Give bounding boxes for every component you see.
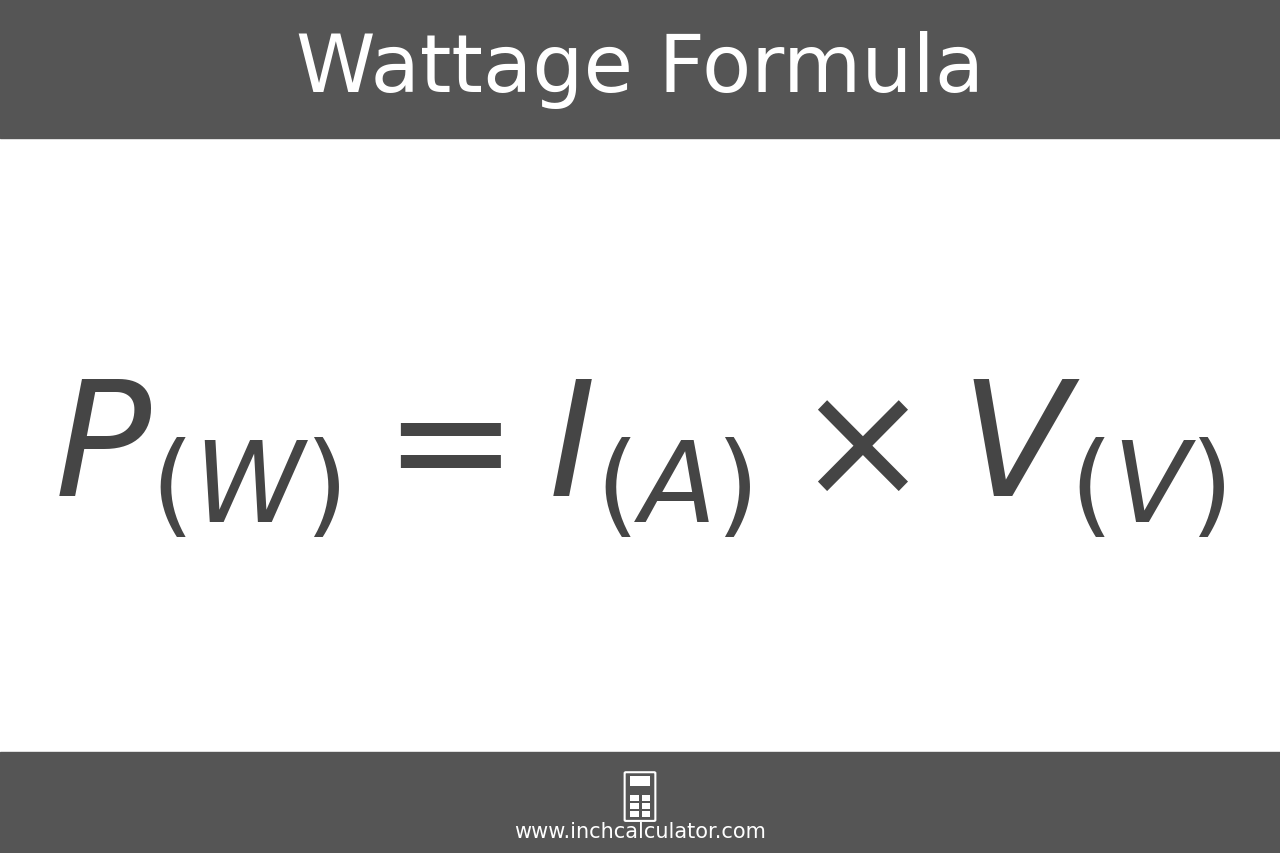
Bar bbox=[0, 139, 1280, 752]
Bar bbox=[0, 752, 1280, 853]
Bar bbox=[643, 803, 650, 809]
Text: www.inchcalculator.com: www.inchcalculator.com bbox=[515, 821, 765, 841]
Bar bbox=[630, 810, 639, 817]
FancyBboxPatch shape bbox=[625, 772, 655, 821]
Bar bbox=[0, 0, 1280, 139]
Bar bbox=[643, 810, 650, 817]
Text: Wattage Formula: Wattage Formula bbox=[296, 31, 984, 108]
Bar bbox=[643, 795, 650, 801]
Bar bbox=[630, 803, 639, 809]
Bar bbox=[630, 795, 639, 801]
Bar bbox=[630, 776, 650, 786]
Text: $\it{P}_{(\it{W})} = \it{I}_{(\it{A})} \times \it{V}_{(\it{V})}$: $\it{P}_{(\it{W})} = \it{I}_{(\it{A})} \… bbox=[54, 377, 1226, 539]
